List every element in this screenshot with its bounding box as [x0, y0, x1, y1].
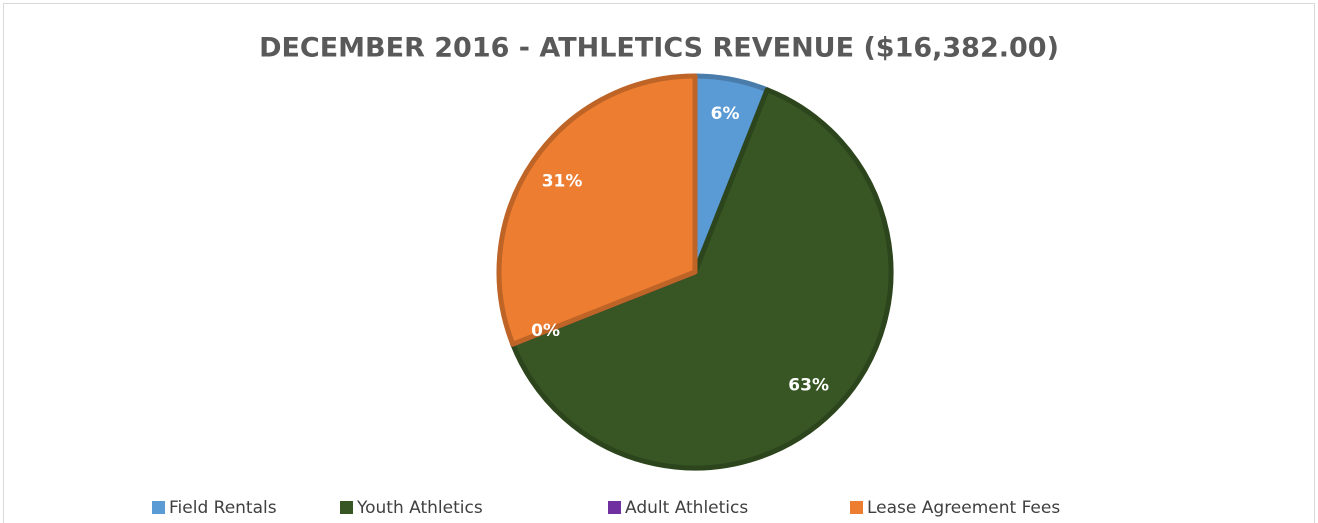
- legend-swatch: [850, 501, 863, 514]
- chart-title: DECEMBER 2016 - ATHLETICS REVENUE ($16,3…: [259, 33, 1059, 64]
- chart-frame: [3, 3, 1315, 523]
- pie-slice: [496, 73, 698, 347]
- pie-slice: [510, 87, 894, 471]
- data-label: 31%: [542, 172, 583, 192]
- data-label: 0%: [531, 321, 560, 341]
- legend-label: Lease Agreement Fees: [867, 498, 1060, 518]
- legend-label: Youth Athletics: [356, 498, 483, 518]
- legend-label: Field Rentals: [169, 498, 277, 518]
- legend-label: Adult Athletics: [625, 498, 748, 518]
- legend-swatch: [152, 501, 165, 514]
- legend-swatch: [608, 501, 621, 514]
- data-label: 63%: [788, 376, 829, 396]
- legend-swatch: [340, 501, 353, 514]
- data-label: 6%: [711, 104, 740, 124]
